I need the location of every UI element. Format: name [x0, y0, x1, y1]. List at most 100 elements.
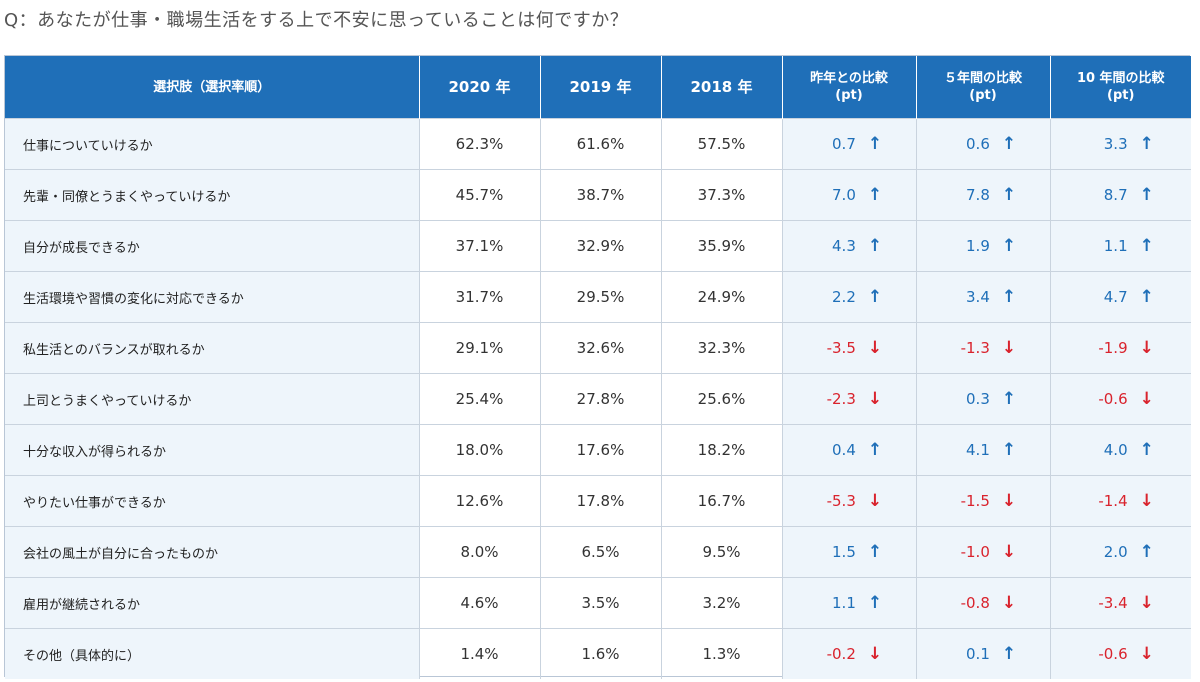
compare-5y-cell: 0.3 ↑: [916, 373, 1051, 425]
arrow-up-icon: ↑: [1001, 440, 1017, 460]
value-2018: 35.9%: [661, 220, 783, 272]
arrow-up-icon: ↑: [1139, 236, 1154, 256]
value-2020: 29.1%: [419, 322, 541, 374]
compare-5y-value: -1.0: [960, 543, 990, 561]
value-2020: 62.3%: [419, 118, 541, 170]
arrow-up-icon: ↑: [867, 593, 883, 613]
compare-prev-value: 2.2: [832, 288, 856, 306]
table-row: 上司とうまくやっていけるか 25.4% 27.8% 25.6% -2.3 ↓ 0.3 ↑ -0.…: [5, 373, 1191, 425]
compare-prev-cell: 1.5 ↑: [782, 526, 917, 578]
choice-label: 仕事についていけるか: [5, 118, 420, 170]
value-2020: 37.1%: [419, 220, 541, 272]
compare-5y-cell: 3.4 ↑: [916, 271, 1051, 323]
compare-prev-cell: 4.3 ↑: [782, 220, 917, 272]
compare-prev-cell: -2.3 ↓: [782, 373, 917, 425]
compare-5y-value: -0.8: [960, 594, 990, 612]
choice-label: その他（具体的に）: [5, 628, 420, 679]
compare-10y-cell: 4.0 ↑: [1050, 424, 1191, 476]
compare-prev-value: 4.3: [832, 237, 856, 255]
value-2020: 25.4%: [419, 373, 541, 425]
arrow-down-icon: ↓: [1139, 644, 1154, 664]
compare-prev-cell: 0.4 ↑: [782, 424, 917, 476]
compare-10y-value: 1.1: [1103, 237, 1128, 255]
arrow-up-icon: ↑: [1001, 134, 1017, 154]
table-row: 会社の風土が自分に合ったものか 8.0% 6.5% 9.5% 1.5 ↑ -1.0 ↓ 2.0 ↑: [5, 526, 1191, 578]
choice-label: 先輩・同僚とうまくやっていけるか: [5, 169, 420, 221]
compare-5y-cell: -0.8 ↓: [916, 577, 1051, 629]
arrow-up-icon: ↑: [1139, 185, 1154, 205]
compare-prev-cell: 2.2 ↑: [782, 271, 917, 323]
header-compare-5y-line1: ５年間の比較: [943, 71, 1022, 86]
compare-prev-value: -2.3: [826, 390, 856, 408]
header-compare-10y: 10 年間の比較 (pt): [1050, 56, 1191, 119]
arrow-down-icon: ↓: [867, 644, 883, 664]
choice-label: 私生活とのバランスが取れるか: [5, 322, 420, 374]
table-row: 仕事についていけるか 62.3% 61.6% 57.5% 0.7 ↑ 0.6 ↑ 3.3 ↑: [5, 118, 1191, 170]
header-compare-prev: 昨年との比較 (pt): [782, 56, 917, 119]
arrow-down-icon: ↓: [1001, 593, 1017, 613]
value-2019: 32.6%: [540, 322, 662, 374]
value-2018: 18.2%: [661, 424, 783, 476]
arrow-up-icon: ↑: [867, 440, 883, 460]
header-compare-prev-line1: 昨年との比較: [810, 71, 888, 86]
header-2018: 2018 年: [661, 56, 783, 119]
compare-prev-cell: 0.7 ↑: [782, 118, 917, 170]
compare-10y-value: -0.6: [1098, 390, 1128, 408]
value-2018: 32.3%: [661, 322, 783, 374]
value-2018: 25.6%: [661, 373, 783, 425]
value-2020: 18.0%: [419, 424, 541, 476]
compare-10y-cell: 4.7 ↑: [1050, 271, 1191, 323]
value-2019: 38.7%: [540, 169, 662, 221]
value-2020: 31.7%: [419, 271, 541, 323]
header-2020: 2020 年: [419, 56, 541, 119]
compare-10y-cell: 2.0 ↑: [1050, 526, 1191, 578]
compare-10y-value: 4.7: [1103, 288, 1128, 306]
arrow-up-icon: ↑: [867, 236, 883, 256]
compare-prev-cell: -0.2 ↓: [782, 628, 917, 679]
value-2020: 45.7%: [419, 169, 541, 221]
compare-prev-cell: -3.5 ↓: [782, 322, 917, 374]
compare-5y-cell: 0.6 ↑: [916, 118, 1051, 170]
table-row: 先輩・同僚とうまくやっていけるか 45.7% 38.7% 37.3% 7.0 ↑ 7.8 ↑ 8…: [5, 169, 1191, 221]
compare-5y-cell: 7.8 ↑: [916, 169, 1051, 221]
arrow-down-icon: ↓: [867, 338, 883, 358]
compare-10y-value: 2.0: [1103, 543, 1128, 561]
compare-5y-cell: -1.0 ↓: [916, 526, 1051, 578]
value-2018: 24.9%: [661, 271, 783, 323]
arrow-up-icon: ↑: [1139, 542, 1154, 562]
arrow-down-icon: ↓: [1001, 491, 1017, 511]
arrow-down-icon: ↓: [867, 389, 883, 409]
arrow-up-icon: ↑: [1001, 236, 1017, 256]
choice-label: 自分が成長できるか: [5, 220, 420, 272]
compare-10y-cell: -0.6 ↓: [1050, 628, 1191, 679]
compare-5y-value: 1.9: [966, 237, 990, 255]
arrow-up-icon: ↑: [1001, 389, 1017, 409]
question-text: Q：あなたが仕事・職場生活をする上で不安に思っていることは何ですか？: [4, 10, 629, 31]
value-2019: 1.6%: [540, 628, 662, 679]
compare-5y-cell: 4.1 ↑: [916, 424, 1051, 476]
header-compare-10y-line2: (pt): [1107, 88, 1135, 103]
choice-label: 十分な収入が得られるか: [5, 424, 420, 476]
value-2018: 37.3%: [661, 169, 783, 221]
table-row: 自分が成長できるか 37.1% 32.9% 35.9% 4.3 ↑ 1.9 ↑ 1.1 ↑: [5, 220, 1191, 272]
arrow-up-icon: ↑: [867, 542, 883, 562]
arrow-down-icon: ↓: [867, 491, 883, 511]
compare-10y-cell: 8.7 ↑: [1050, 169, 1191, 221]
compare-5y-value: 4.1: [966, 441, 990, 459]
compare-10y-cell: -0.6 ↓: [1050, 373, 1191, 425]
compare-10y-cell: 1.1 ↑: [1050, 220, 1191, 272]
value-2019: 17.8%: [540, 475, 662, 527]
value-2018: 3.2%: [661, 577, 783, 629]
value-2019: 29.5%: [540, 271, 662, 323]
arrow-down-icon: ↓: [1139, 389, 1154, 409]
survey-table: 選択肢（選択率順） 2020 年 2019 年 2018 年 昨年との比較 (p…: [4, 55, 1191, 679]
compare-10y-cell: -1.4 ↓: [1050, 475, 1191, 527]
arrow-down-icon: ↓: [1139, 593, 1154, 613]
choice-label: 上司とうまくやっていけるか: [5, 373, 420, 425]
table-row: 十分な収入が得られるか 18.0% 17.6% 18.2% 0.4 ↑ 4.1 ↑ 4.0 ↑: [5, 424, 1191, 476]
compare-5y-value: 0.6: [966, 135, 990, 153]
compare-prev-value: -0.2: [826, 645, 856, 663]
choice-label: 生活環境や習慣の変化に対応できるか: [5, 271, 420, 323]
header-compare-5y-line2: (pt): [969, 88, 997, 103]
arrow-up-icon: ↑: [1001, 185, 1017, 205]
